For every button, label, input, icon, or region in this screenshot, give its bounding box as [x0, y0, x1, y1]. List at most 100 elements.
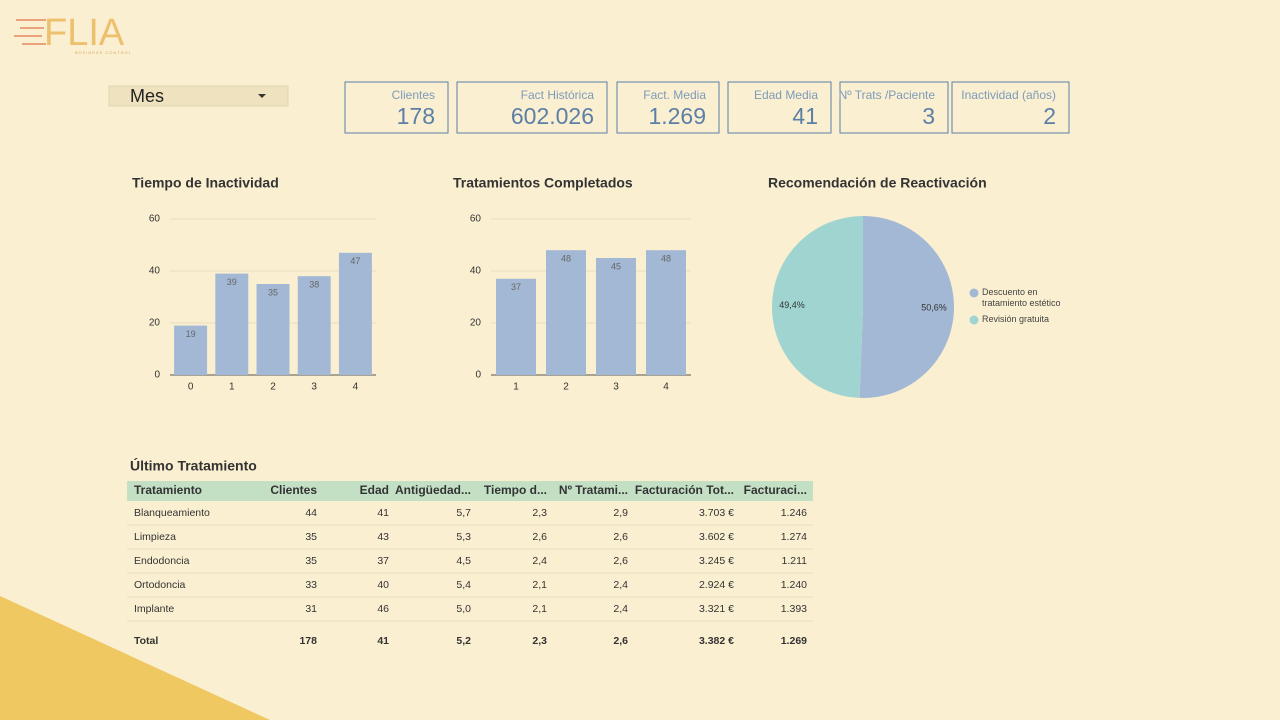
x-tick-label: 4 — [353, 382, 359, 393]
table-cell: 3.703 € — [699, 507, 734, 519]
x-tick-label: 2 — [270, 382, 276, 393]
kpi-label: Clientes — [392, 88, 435, 102]
table-cell: Ortodoncia — [134, 579, 186, 591]
legend-swatch — [969, 288, 979, 298]
table-cell: 1.246 — [781, 507, 807, 519]
logo-subtitle: BUSINESS CONTROL — [75, 50, 132, 55]
table-total-cell: 2,6 — [613, 635, 628, 647]
x-tick-label: 1 — [513, 382, 519, 393]
kpi-value: 178 — [397, 103, 435, 129]
logo — [14, 19, 46, 45]
kpi-label: Edad Media — [754, 88, 818, 102]
bar-value-label: 39 — [227, 277, 237, 287]
kpi-box — [727, 81, 832, 134]
bar-value-label: 19 — [186, 329, 196, 339]
table-cell: 2,6 — [532, 531, 547, 543]
table-cell: Blanqueamiento — [134, 507, 210, 519]
table-cell: 1.240 — [781, 579, 807, 591]
x-tick-label: 0 — [188, 382, 194, 393]
table-title: Último Tratamiento — [130, 457, 257, 474]
table-cell: 2,4 — [613, 603, 628, 615]
legend-label: Revisión gratuita — [982, 314, 1050, 324]
table-total-cell: 2,3 — [532, 635, 547, 647]
table-header: Facturación Tot... — [635, 483, 734, 497]
legend-entry: Revisión gratuita — [982, 314, 1050, 324]
table-cell: Implante — [134, 603, 174, 615]
table-cell: 2,3 — [532, 507, 547, 519]
pie-slice — [859, 216, 955, 399]
bar — [496, 278, 536, 375]
table-cell: 5,7 — [456, 507, 471, 519]
bar-value-label: 45 — [611, 261, 621, 271]
x-tick-label: 4 — [663, 382, 669, 393]
table-cell: 33 — [305, 579, 317, 591]
kpi-box — [616, 81, 720, 134]
table-cell: 3.245 € — [699, 555, 734, 567]
table-cell: 2,1 — [532, 603, 547, 615]
table-header-bg — [127, 481, 813, 501]
dropdown-caret[interactable] — [258, 94, 266, 98]
table-cell: 2.924 € — [699, 579, 734, 591]
table-cell: Limpieza — [134, 531, 176, 543]
bar-value-label: 38 — [309, 280, 319, 290]
y-tick-label: 40 — [470, 266, 482, 277]
table-total-cell: 41 — [377, 635, 389, 647]
table-cell: 4,5 — [456, 555, 471, 567]
bar-value-label: 48 — [561, 254, 571, 264]
table-cell: 2,9 — [613, 507, 628, 519]
bar-value-label: 48 — [661, 254, 671, 264]
x-tick-label: 3 — [311, 382, 317, 393]
table-cell: 2,6 — [613, 555, 628, 567]
legend-entry: Descuento en tratamiento estético — [982, 287, 1061, 308]
table-cell: 37 — [377, 555, 389, 567]
kpi-label: Inactividad (años) — [961, 88, 1056, 102]
table-cell: 43 — [377, 531, 389, 543]
table-cell: 3.602 € — [699, 531, 734, 543]
x-tick-label: 2 — [563, 382, 569, 393]
table-cell: 35 — [305, 555, 317, 567]
bar-value-label: 35 — [268, 287, 278, 297]
kpi-value: 602.026 — [511, 103, 594, 129]
kpi-value: 41 — [792, 103, 818, 129]
table-header: Antigüedad... — [395, 483, 471, 497]
dropdown-label[interactable]: Mes — [130, 86, 164, 106]
table-cell: 40 — [377, 579, 389, 591]
corner-decoration — [0, 596, 270, 720]
table-cell: 2,6 — [613, 531, 628, 543]
bar-value-label: 47 — [350, 256, 360, 266]
bar — [174, 325, 208, 375]
bar — [646, 250, 686, 375]
kpi-value: 1.269 — [648, 103, 706, 129]
kpi-box — [344, 81, 449, 134]
table-cell: Endodoncia — [134, 555, 190, 567]
y-tick-label: 0 — [475, 370, 481, 381]
bar — [297, 276, 331, 375]
kpi-box — [839, 81, 949, 134]
table-header: Tratamiento — [134, 483, 202, 497]
table-total-cell: 178 — [299, 635, 317, 647]
table-total-cell: 1.269 — [781, 635, 807, 647]
table-cell: 1.274 — [781, 531, 807, 543]
table-header: Tiempo d... — [484, 483, 547, 497]
bar — [338, 252, 372, 375]
x-tick-label: 3 — [613, 382, 619, 393]
table-cell: 1.393 — [781, 603, 807, 615]
table-total-cell: 3.382 € — [699, 635, 734, 647]
table-cell: 44 — [305, 507, 317, 519]
dropdown[interactable] — [108, 85, 289, 107]
legend-label: Descuento en tratamiento estético — [982, 287, 1061, 308]
chart-title: Tiempo de Inactividad — [132, 175, 279, 191]
bar — [546, 250, 586, 375]
y-tick-label: 20 — [470, 318, 482, 329]
table-cell: 2,4 — [532, 555, 547, 567]
chart-title: Tratamientos Completados — [453, 175, 633, 191]
table-cell: 5,0 — [456, 603, 471, 615]
table-header: Clientes — [270, 483, 317, 497]
table-cell: 3.321 € — [699, 603, 734, 615]
y-tick-label: 0 — [154, 370, 160, 381]
pie-slice — [772, 216, 863, 398]
kpi-value: 2 — [1043, 103, 1056, 129]
table-cell: 35 — [305, 531, 317, 543]
